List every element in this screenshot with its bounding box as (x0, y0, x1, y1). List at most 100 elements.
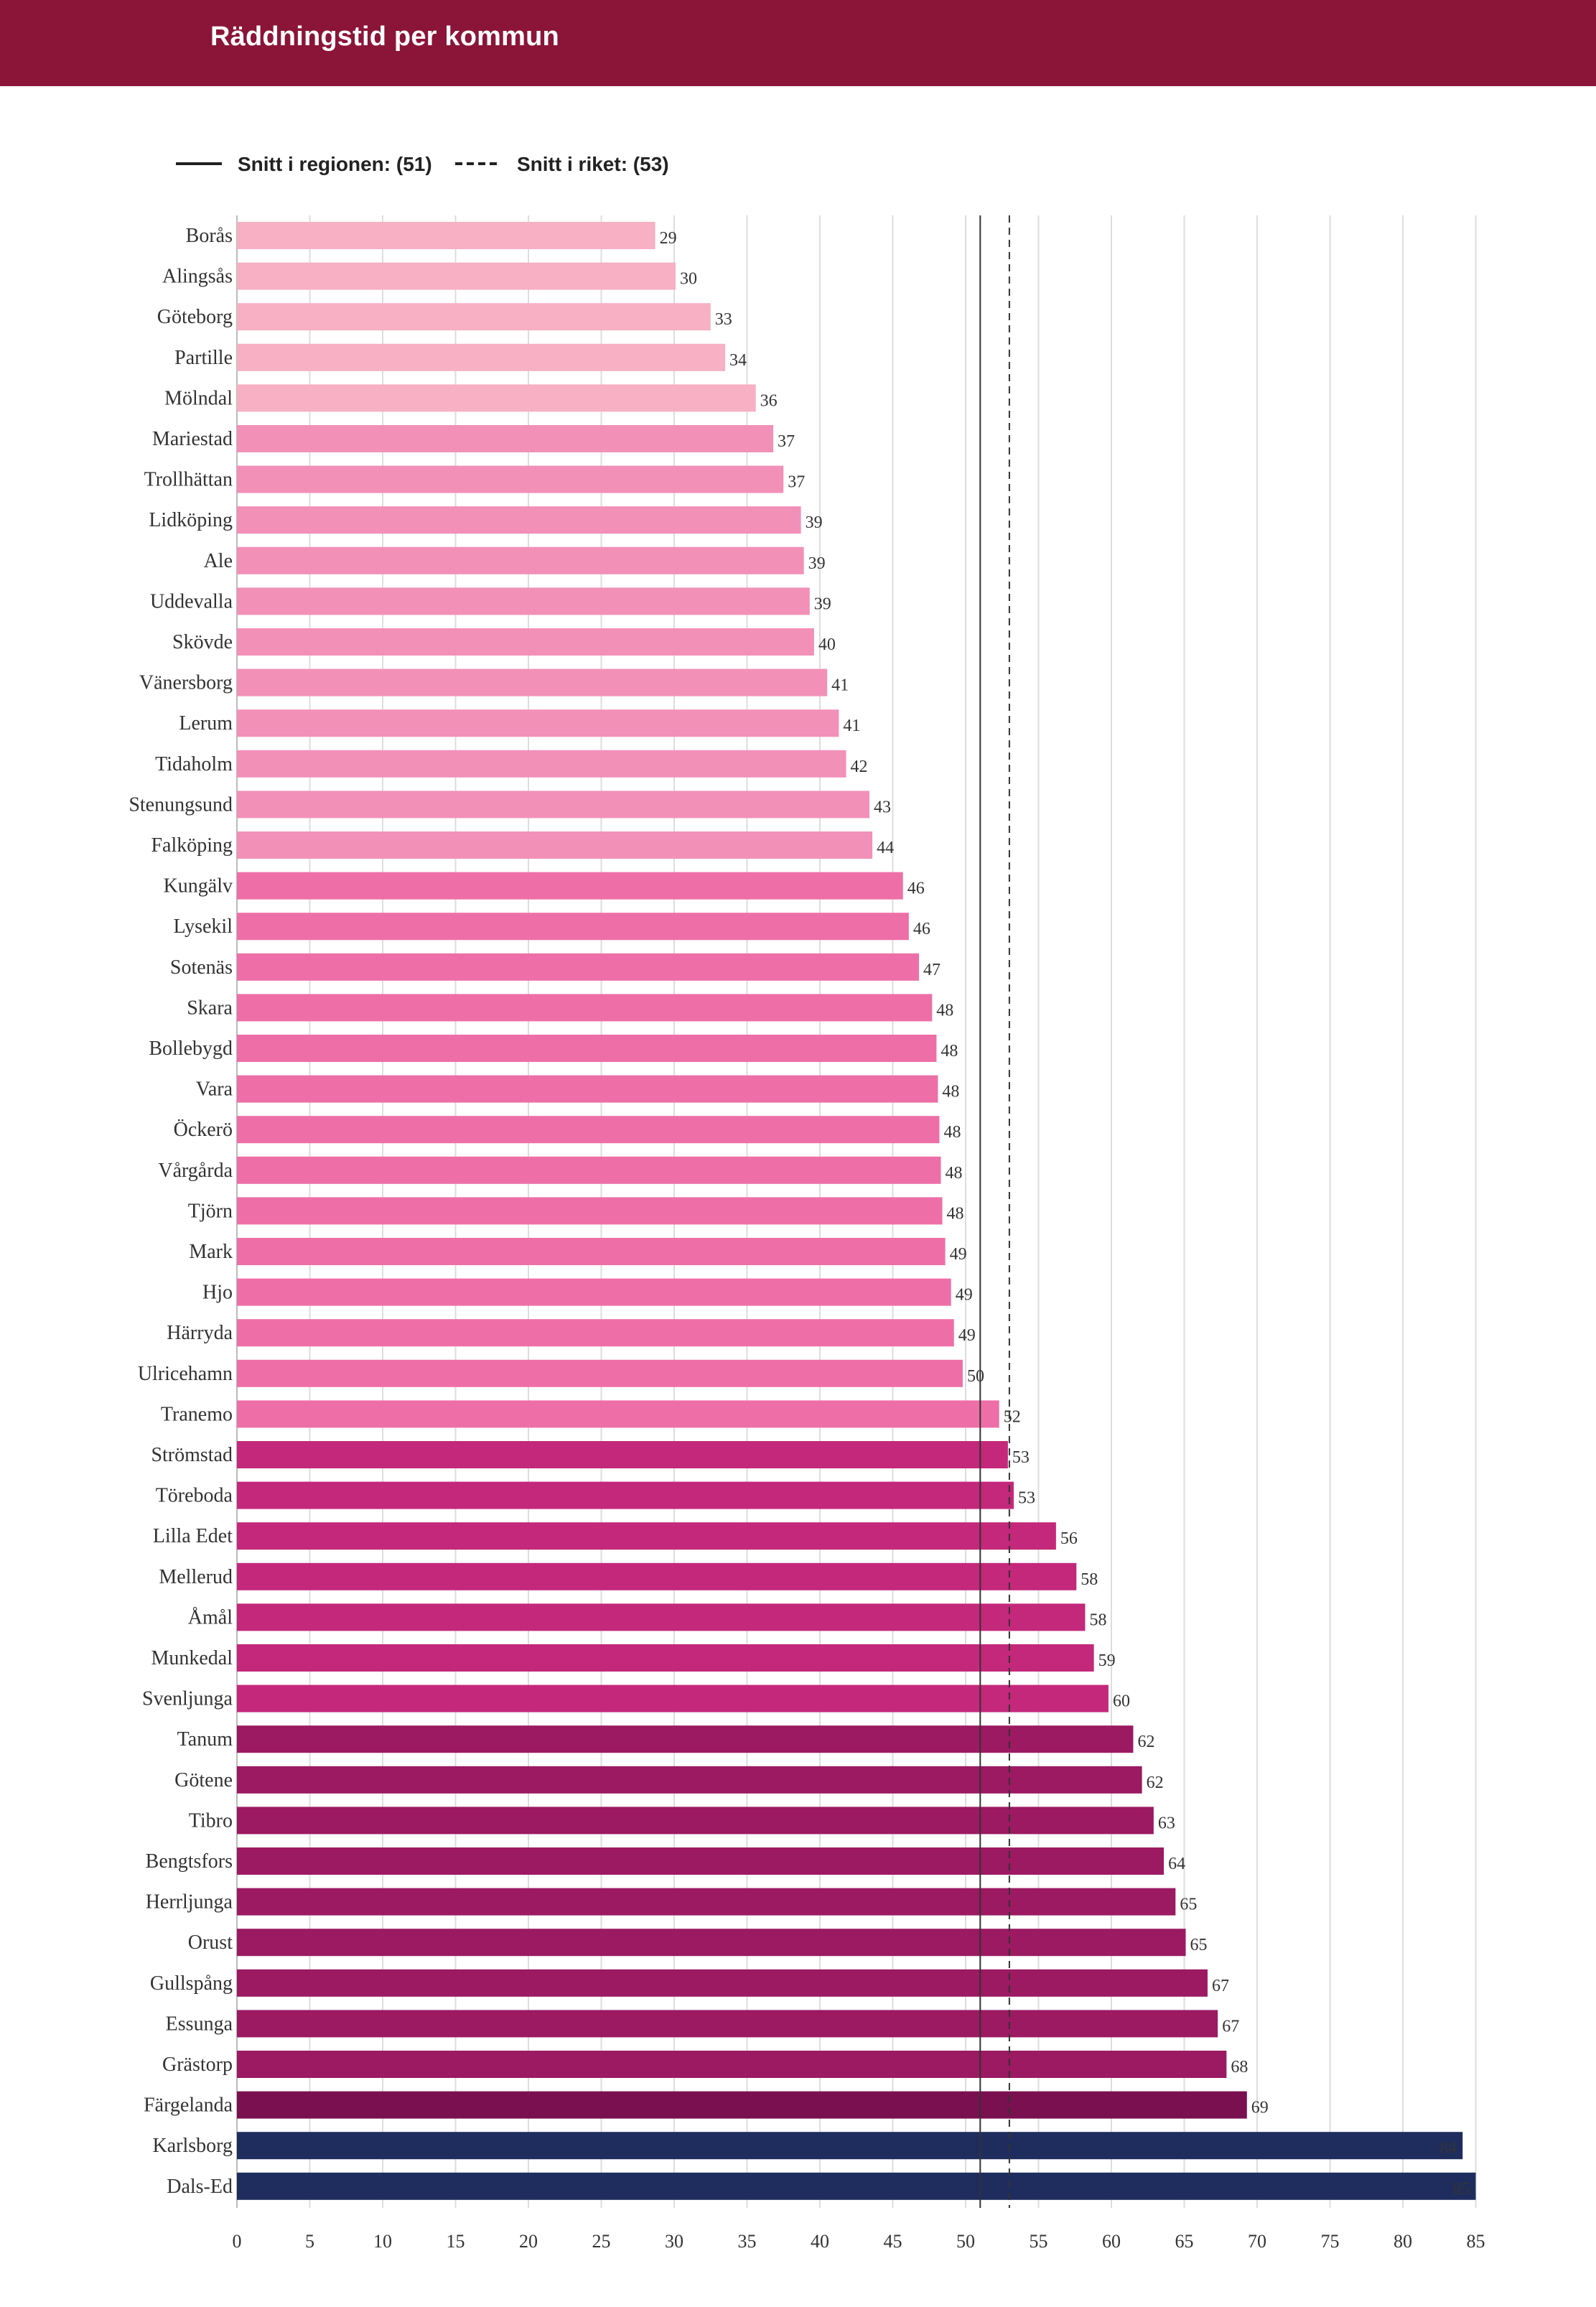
x-tick-label: 85 (1467, 2231, 1485, 2252)
category-label: Kungälv (164, 875, 233, 898)
value-label: 85 (1453, 2180, 1470, 2199)
x-tick-label: 80 (1394, 2231, 1412, 2252)
bar (237, 1562, 1077, 1590)
category-label: Mark (189, 1241, 233, 1263)
bar (237, 1075, 938, 1103)
category-label: Hjo (202, 1282, 233, 1304)
value-label: 48 (945, 1164, 962, 1183)
bar (237, 303, 711, 331)
category-label: Borås (186, 225, 233, 247)
category-label: Lerum (179, 712, 233, 735)
value-label: 39 (806, 513, 823, 532)
x-tick-label: 45 (884, 2231, 902, 2252)
x-tick-label: 15 (447, 2231, 465, 2252)
x-tick-label: 60 (1102, 2231, 1121, 2252)
category-label: Karlsborg (153, 2135, 233, 2157)
category-label: Götene (174, 1769, 233, 1791)
bar (237, 1766, 1142, 1794)
category-label: Tanum (177, 1728, 233, 1751)
bar (237, 1807, 1154, 1835)
value-label: 48 (942, 1083, 959, 1101)
bar (237, 1116, 940, 1144)
value-label: 46 (907, 880, 925, 898)
value-label: 37 (778, 432, 795, 451)
value-label: 34 (729, 351, 747, 370)
x-tick-label: 20 (519, 2231, 538, 2252)
category-label: Vänersborg (139, 672, 233, 694)
bar (237, 1522, 1056, 1550)
bar (237, 1969, 1208, 1997)
category-label: Ale (204, 550, 233, 572)
category-label: Mariestad (152, 428, 233, 450)
value-label: 62 (1147, 1774, 1164, 1792)
category-label: Skövde (172, 631, 233, 653)
category-label: Mellerud (159, 1566, 233, 1588)
category-label: Lysekil (174, 915, 233, 938)
category-label: Essunga (166, 2013, 233, 2035)
category-label: Göteborg (157, 306, 233, 328)
title-banner: Räddningstid per kommun (0, 0, 1596, 86)
category-label: Skara (187, 997, 233, 1019)
category-label: Falköping (151, 834, 233, 857)
bar (237, 2010, 1218, 2038)
category-label: Dals-Ed (167, 2176, 233, 2198)
category-label: Töreboda (156, 1485, 233, 1507)
bar (237, 1035, 937, 1062)
bar (237, 262, 676, 290)
x-tick-label: 65 (1175, 2231, 1194, 2252)
bar (237, 953, 920, 981)
bar (237, 1684, 1109, 1712)
value-label: 69 (1251, 2099, 1269, 2117)
value-label: 63 (1158, 1814, 1175, 1832)
value-label: 50 (967, 1367, 984, 1386)
bar (237, 587, 810, 615)
bar (237, 1197, 943, 1225)
value-labels: 29 30 33 34 36 37 37 39 39 39 40 41 41 42 43 44 46 46 47 48… (660, 229, 1470, 2199)
value-label: 46 (913, 920, 930, 938)
value-label: 53 (1018, 1489, 1035, 1508)
value-label: 49 (956, 1286, 973, 1305)
bar (237, 1481, 1014, 1509)
category-label: Mölndal (164, 387, 233, 409)
bar (237, 1156, 941, 1184)
x-tick-label: 30 (665, 2231, 683, 2252)
category-label: Tjörn (188, 1200, 233, 1222)
value-label: 48 (947, 1204, 964, 1223)
value-label: 48 (936, 1001, 953, 1020)
bar (237, 1278, 951, 1306)
value-label: 53 (1012, 1448, 1030, 1467)
bar (237, 1319, 954, 1347)
value-label: 41 (831, 676, 849, 695)
value-label: 68 (1231, 2058, 1248, 2077)
value-label: 49 (950, 1245, 967, 1264)
category-label: Alingsås (162, 266, 233, 288)
category-label: Orust (188, 1931, 233, 1954)
category-label: Stenungsund (129, 793, 233, 816)
bar (237, 872, 903, 900)
category-label: Munkedal (151, 1647, 233, 1669)
legend-label: Snitt i regionen: (51) (238, 153, 432, 175)
value-label: 42 (851, 758, 868, 776)
bar (237, 425, 774, 452)
bar (237, 546, 804, 574)
category-label: Ulricehamn (138, 1363, 233, 1385)
value-label: 29 (660, 229, 677, 248)
value-label: 39 (814, 595, 831, 613)
value-label: 30 (680, 270, 697, 289)
bar (237, 1644, 1094, 1672)
x-tick-label: 5 (305, 2231, 314, 2252)
bar (237, 222, 655, 249)
bar (237, 913, 909, 941)
value-label: 65 (1190, 1936, 1208, 1954)
value-label: 84 (1439, 2139, 1457, 2158)
value-label: 40 (818, 635, 836, 654)
value-label: 41 (843, 717, 860, 735)
bar (237, 1238, 946, 1265)
bar (237, 668, 828, 696)
value-label: 43 (874, 798, 891, 816)
value-label: 52 (1004, 1407, 1021, 1426)
bar (237, 506, 801, 534)
category-label: Herrljunga (146, 1891, 233, 1914)
bar (237, 2132, 1463, 2160)
